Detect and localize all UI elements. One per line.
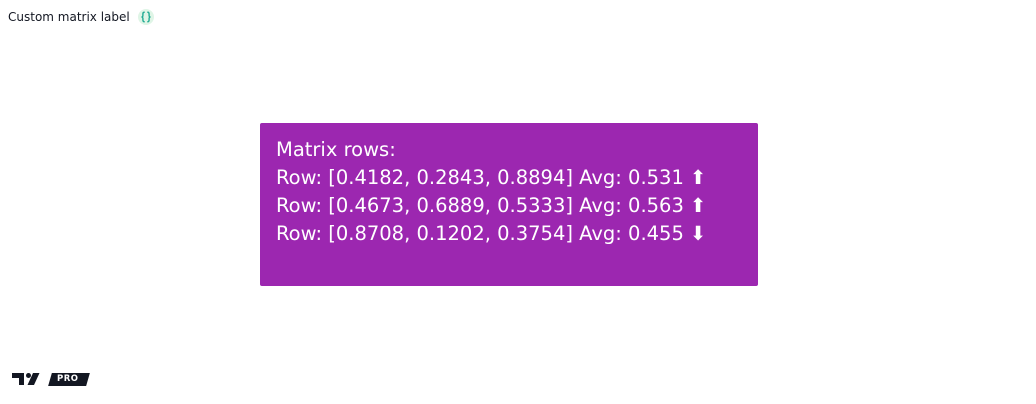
matrix-row: Row: [0.4673, 0.6889, 0.5333] Avg: 0.563… xyxy=(276,192,742,220)
arrow-down-icon: ⬇ xyxy=(689,222,707,245)
script-title[interactable]: Custom matrix label xyxy=(8,10,130,24)
row-text: Row: [0.4182, 0.2843, 0.8894] Avg: 0.531 xyxy=(276,166,684,189)
arrow-up-icon: ⬆ xyxy=(689,166,707,189)
matrix-label-box: Matrix rows: Row: [0.4182, 0.2843, 0.889… xyxy=(260,123,758,286)
arrow-up-icon: ⬆ xyxy=(689,194,707,217)
matrix-row: Row: [0.4182, 0.2843, 0.8894] Avg: 0.531… xyxy=(276,164,742,192)
source-code-button[interactable] xyxy=(137,9,154,25)
tradingview-logo[interactable]: PRO xyxy=(12,372,90,386)
indicator-header: Custom matrix label xyxy=(8,8,154,26)
pro-badge: PRO xyxy=(48,372,90,386)
row-text: Row: [0.8708, 0.1202, 0.3754] Avg: 0.455 xyxy=(276,222,684,245)
label-heading: Matrix rows: xyxy=(276,138,396,161)
curly-braces-icon xyxy=(141,11,151,23)
matrix-row: Row: [0.8708, 0.1202, 0.3754] Avg: 0.455… xyxy=(276,220,742,248)
row-text: Row: [0.4673, 0.6889, 0.5333] Avg: 0.563 xyxy=(276,194,684,217)
tradingview-logo-icon xyxy=(12,372,46,386)
